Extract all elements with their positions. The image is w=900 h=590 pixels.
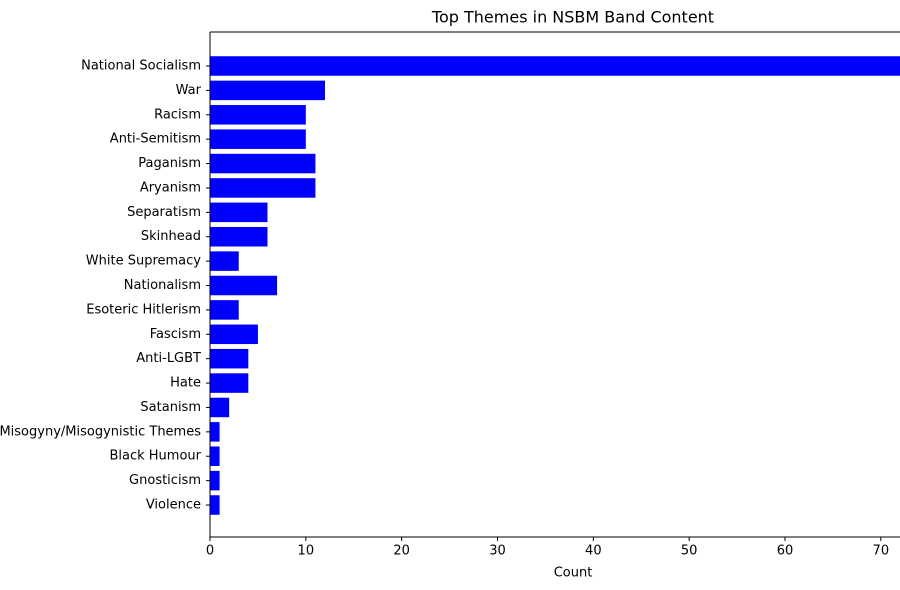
y-tick-label: War <box>176 83 202 98</box>
bar <box>210 275 278 296</box>
bar <box>210 495 220 515</box>
y-tick-label: Nationalism <box>124 278 201 293</box>
y-tick-label: Anti-Semitism <box>110 132 201 147</box>
y-tick-label: Violence <box>146 498 201 513</box>
y-tick-label: Gnosticism <box>129 473 201 488</box>
bar <box>210 226 268 247</box>
y-tick-label: National Socialism <box>81 59 201 74</box>
bar <box>210 129 306 149</box>
y-tick-label: Skinhead <box>141 229 201 244</box>
bar <box>210 300 239 320</box>
x-tick-label: 0 <box>206 544 214 559</box>
bar <box>210 446 220 466</box>
x-tick-label: 30 <box>489 544 506 559</box>
y-tick-label: Fascism <box>150 327 201 342</box>
bar <box>210 348 249 369</box>
x-tick-label: 10 <box>298 544 315 559</box>
bar <box>210 202 268 223</box>
y-tick-label: Paganism <box>138 156 201 171</box>
y-tick-label: White Supremacy <box>86 254 202 269</box>
bar <box>210 80 325 101</box>
bar <box>210 56 900 76</box>
bar <box>210 153 316 174</box>
bar <box>210 324 258 345</box>
x-tick-label: 20 <box>393 544 410 559</box>
bar <box>210 105 306 125</box>
chart-title: Top Themes in NSBM Band Content <box>431 8 714 27</box>
bar <box>210 397 230 418</box>
y-tick-label: Racism <box>154 107 201 122</box>
x-tick-label: 50 <box>681 544 698 559</box>
y-tick-label: Anti-LGBT <box>136 351 201 366</box>
y-tick-label: Aryanism <box>140 180 201 195</box>
y-tick-label: Hate <box>170 376 201 391</box>
y-tick-label: Esoteric Hitlerism <box>86 302 201 317</box>
bar <box>210 470 220 491</box>
y-tick-label: Black Humour <box>109 449 201 464</box>
x-tick-label: 40 <box>585 544 602 559</box>
x-axis-label: Count <box>554 566 593 581</box>
y-tick-label: Satanism <box>140 400 201 415</box>
y-tick-label: Separatism <box>127 205 201 220</box>
x-tick-label: 70 <box>873 544 890 559</box>
bar <box>210 373 249 393</box>
y-tick-label: Misogyny/Misogynistic Themes <box>0 424 201 439</box>
bar <box>210 178 316 198</box>
x-tick-label: 60 <box>777 544 794 559</box>
bar <box>210 251 239 271</box>
bar <box>210 422 220 442</box>
